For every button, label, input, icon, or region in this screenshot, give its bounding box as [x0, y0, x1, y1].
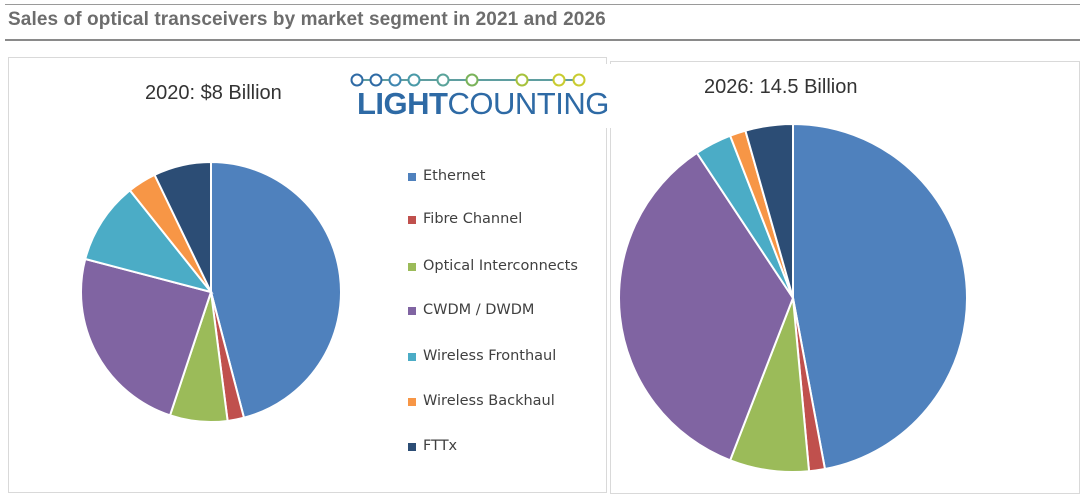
legend-swatch — [408, 398, 416, 406]
logo-dot — [572, 73, 586, 87]
logo-wordmark: LIGHTCOUNTING — [357, 86, 609, 122]
logo-dot — [407, 73, 421, 87]
legend-swatch — [408, 173, 416, 181]
legend-swatch — [408, 353, 416, 361]
logo-text-counting: COUNTING — [447, 86, 610, 121]
legend-label: Ethernet — [423, 168, 486, 184]
logo-dot — [436, 73, 450, 87]
pie-slice-fttx — [744, 122, 794, 299]
legend-label: Optical Interconnects — [423, 258, 578, 274]
logo-dot — [388, 73, 402, 87]
lightcounting-logo: LIGHTCOUNTING — [335, 64, 611, 128]
legend-label: FTTx — [423, 438, 458, 454]
legend-swatch — [408, 443, 416, 451]
pie-slice-wireless-fronthaul — [84, 188, 214, 294]
chart-title-2026: 2026: 14.5 Billion — [704, 76, 858, 98]
logo-dot — [552, 73, 566, 87]
logo-dot — [350, 73, 364, 87]
logo-text-light: LIGHT — [357, 86, 448, 121]
pie-slice-fttx — [153, 160, 212, 293]
logo-dot — [515, 73, 529, 87]
legend-label: CWDM / DWDM — [423, 302, 535, 318]
legend-swatch — [408, 216, 416, 224]
logo-dot — [465, 73, 479, 87]
top-rule — [5, 4, 1080, 5]
pie-slice-cwdm-dwdm — [80, 257, 213, 417]
title-underline — [5, 39, 1080, 41]
pie-slice-cwdm-dwdm — [618, 151, 795, 462]
logo-dots-icon — [350, 73, 586, 87]
legend-label: Fibre Channel — [423, 211, 523, 227]
chart-title-2020: 2020: $8 Billion — [145, 82, 282, 104]
page-title: Sales of optical transceivers by market … — [8, 9, 606, 30]
legend-swatch — [408, 263, 416, 271]
pie-slice-ethernet — [792, 122, 968, 471]
legend-swatch — [408, 307, 416, 315]
legend-label: Wireless Backhaul — [423, 393, 555, 409]
legend-label: Wireless Fronthaul — [423, 348, 557, 364]
pie-slice-ethernet — [210, 160, 342, 419]
logo-dot — [369, 73, 383, 87]
